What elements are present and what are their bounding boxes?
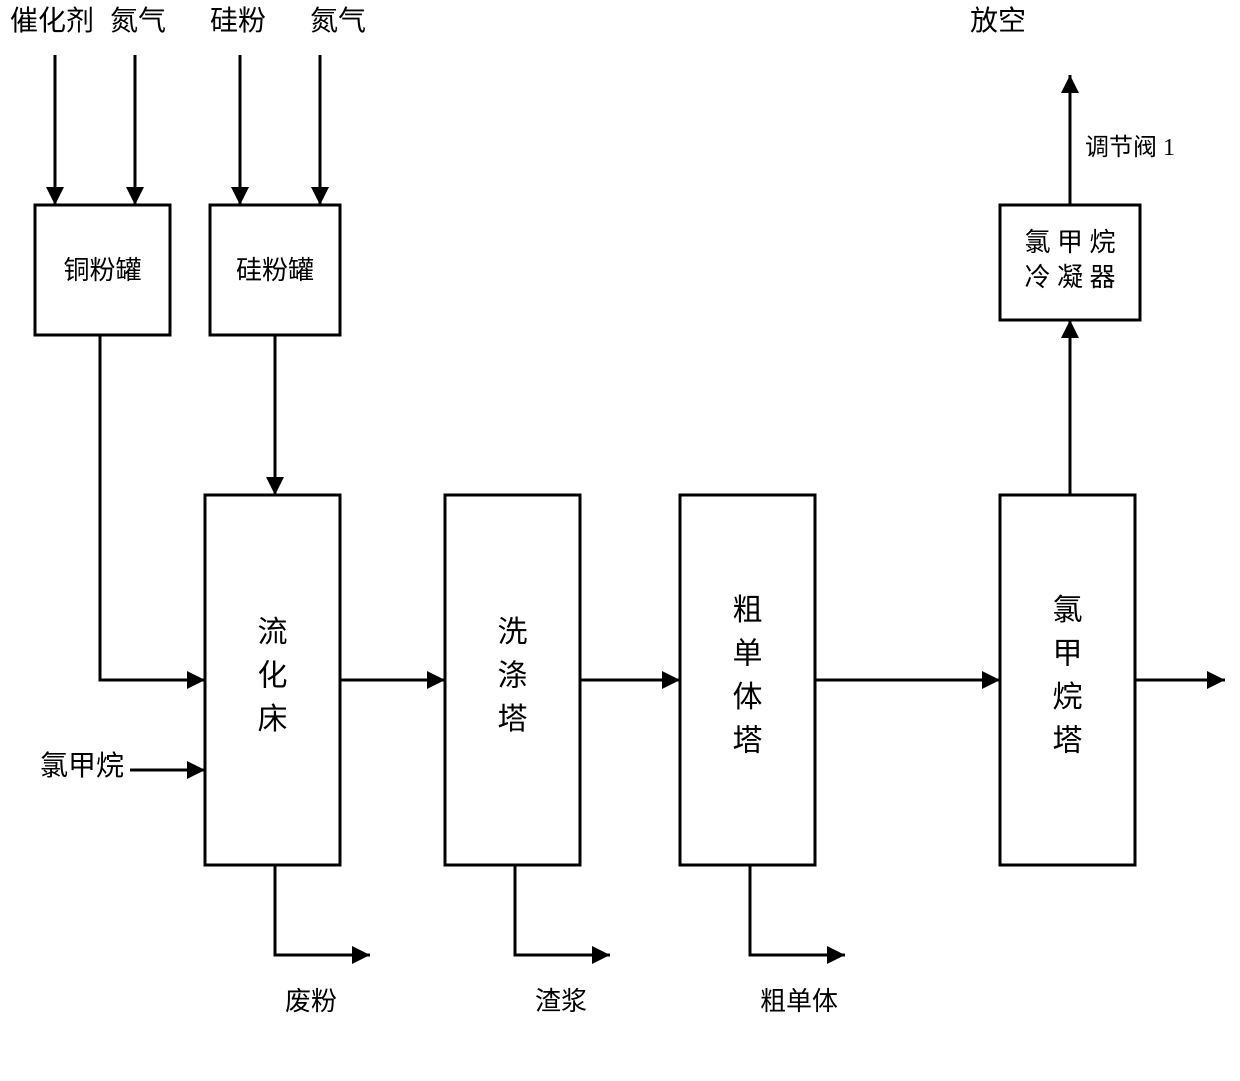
- node-wash_tower-label: 洗: [498, 616, 528, 649]
- node-crude_tower-label: 单: [733, 638, 763, 671]
- label-slurry: 渣浆: [535, 987, 587, 1016]
- label-feed-left: 氯甲烷: [40, 750, 124, 782]
- label-nitrogen1: 氮气: [110, 5, 166, 37]
- node-copper_tank-label: 铜粉罐: [63, 256, 141, 285]
- node-condenser-label: 氯 甲 烷: [1024, 228, 1115, 257]
- node-crude_tower-label: 塔: [733, 725, 763, 758]
- node-fluidized_bed-label: 流: [258, 616, 288, 649]
- node-fluidized_bed-label: 化: [258, 659, 288, 692]
- node-methane_tower-label: 甲: [1053, 638, 1083, 671]
- node-silicon_tank-label: 硅粉罐: [236, 256, 314, 285]
- label-silicon: 硅粉: [210, 5, 266, 37]
- node-wash_tower-label: 塔: [498, 703, 528, 736]
- node-condenser-label: 冷 凝 器: [1024, 263, 1115, 292]
- node-methane_tower-label: 氯: [1053, 594, 1083, 627]
- node-methane_tower-label: 塔: [1053, 725, 1083, 758]
- node-crude_tower-label: 粗: [733, 594, 763, 627]
- node-wash_tower-label: 涤: [498, 659, 528, 692]
- node-methane_tower-label: 烷: [1053, 681, 1083, 714]
- node-fluidized_bed-label: 床: [258, 703, 288, 736]
- label-vent: 放空: [970, 5, 1026, 37]
- label-catalyst: 催化剂: [10, 5, 94, 37]
- process-flow-diagram: 铜粉罐硅粉罐氯 甲 烷冷 凝 器流化床洗涤塔粗单体塔氯甲烷塔催化剂氮气硅粉氮气放…: [0, 0, 1240, 1081]
- label-valve1: 调节阀 1: [1085, 134, 1175, 161]
- node-crude_tower-label: 体: [733, 681, 763, 714]
- label-nitrogen2: 氮气: [310, 5, 366, 37]
- label-crude: 粗单体: [760, 987, 838, 1016]
- label-waste: 废粉: [285, 987, 337, 1016]
